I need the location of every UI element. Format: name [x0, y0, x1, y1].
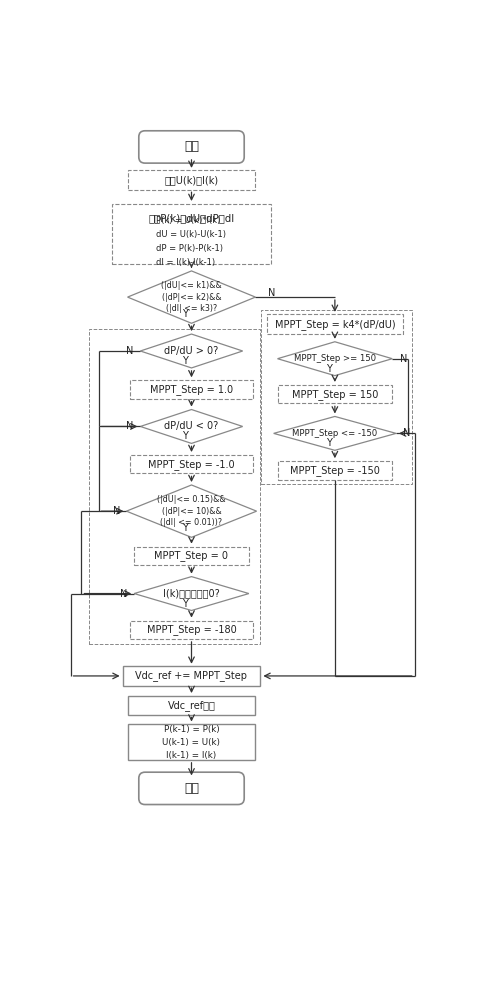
Text: MPPT_Step = -180: MPPT_Step = -180 [147, 624, 237, 635]
Text: Y: Y [326, 438, 332, 448]
Text: Y: Y [183, 356, 188, 366]
Text: 计算P(k)、dU、dP、dI: 计算P(k)、dU、dP、dI [148, 214, 235, 224]
Text: Y: Y [183, 523, 188, 533]
FancyBboxPatch shape [128, 724, 255, 760]
Text: MPPT_Step = -1.0: MPPT_Step = -1.0 [148, 459, 235, 470]
Text: N: N [126, 421, 133, 431]
Text: Vdc_ref限幅: Vdc_ref限幅 [168, 700, 216, 711]
Text: Y: Y [326, 364, 332, 374]
Text: MPPT_Step >= 150: MPPT_Step >= 150 [294, 354, 376, 363]
Text: I(k)是否接近于0?: I(k)是否接近于0? [163, 589, 220, 599]
FancyBboxPatch shape [128, 696, 255, 715]
Text: (|dU|<= 0.15)&&
(|dP|<= 10)&&
(|dI| <= 0.01))?: (|dU|<= 0.15)&& (|dP|<= 10)&& (|dI| <= 0… [157, 495, 226, 527]
Text: 检测U(k)、I(k): 检测U(k)、I(k) [164, 175, 218, 185]
FancyBboxPatch shape [128, 170, 255, 190]
Text: Y: Y [183, 599, 188, 609]
Polygon shape [141, 410, 243, 443]
FancyBboxPatch shape [139, 772, 244, 805]
FancyBboxPatch shape [134, 547, 249, 565]
Text: MPPT_Step = 150: MPPT_Step = 150 [292, 389, 378, 400]
Text: Vdc_ref += MPPT_Step: Vdc_ref += MPPT_Step [135, 670, 248, 681]
Text: MPPT_Step <= -150: MPPT_Step <= -150 [292, 429, 378, 438]
Text: P(k-1) = P(k)
U(k-1) = U(k)
I(k-1) = I(k): P(k-1) = P(k) U(k-1) = U(k) I(k-1) = I(k… [163, 725, 220, 760]
Text: N: N [113, 506, 120, 516]
FancyBboxPatch shape [130, 455, 253, 473]
Polygon shape [128, 271, 255, 323]
FancyBboxPatch shape [112, 204, 271, 264]
Text: (|dU|<= k1)&&
(|dP|<= k2)&&
(|dI| <= k3)?: (|dU|<= k1)&& (|dP|<= k2)&& (|dI| <= k3)… [161, 281, 222, 313]
Text: P(k) = U(k)*I(k)
dU = U(k)-U(k-1)
dP = P(k)-P(k-1)
dI = I(k)-I(k-1): P(k) = U(k)*I(k) dU = U(k)-U(k-1) dP = P… [156, 216, 227, 267]
Text: Y: Y [183, 431, 188, 441]
Text: dP/dU < 0?: dP/dU < 0? [164, 421, 218, 431]
Polygon shape [134, 577, 249, 610]
FancyBboxPatch shape [139, 131, 244, 163]
Text: 开始: 开始 [184, 140, 199, 153]
FancyBboxPatch shape [267, 314, 402, 334]
Text: MPPT_Step = 0: MPPT_Step = 0 [154, 550, 228, 561]
FancyBboxPatch shape [278, 461, 392, 480]
Text: N: N [120, 589, 128, 599]
Text: MPPT_Step = k4*(dP/dU): MPPT_Step = k4*(dP/dU) [274, 319, 395, 330]
Text: MPPT_Step = 1.0: MPPT_Step = 1.0 [150, 384, 233, 395]
FancyBboxPatch shape [130, 620, 253, 639]
Polygon shape [126, 485, 257, 537]
Polygon shape [278, 342, 392, 376]
Text: N: N [126, 346, 133, 356]
Text: N: N [269, 288, 276, 298]
Polygon shape [141, 334, 243, 368]
FancyBboxPatch shape [278, 385, 392, 403]
Text: 结束: 结束 [184, 782, 199, 795]
Text: Y: Y [183, 309, 188, 319]
FancyBboxPatch shape [130, 380, 253, 399]
Text: dP/dU > 0?: dP/dU > 0? [164, 346, 218, 356]
Text: MPPT_Step = -150: MPPT_Step = -150 [290, 465, 380, 476]
Text: N: N [403, 428, 411, 438]
Polygon shape [273, 416, 396, 450]
FancyBboxPatch shape [122, 666, 261, 686]
Text: N: N [400, 354, 408, 364]
